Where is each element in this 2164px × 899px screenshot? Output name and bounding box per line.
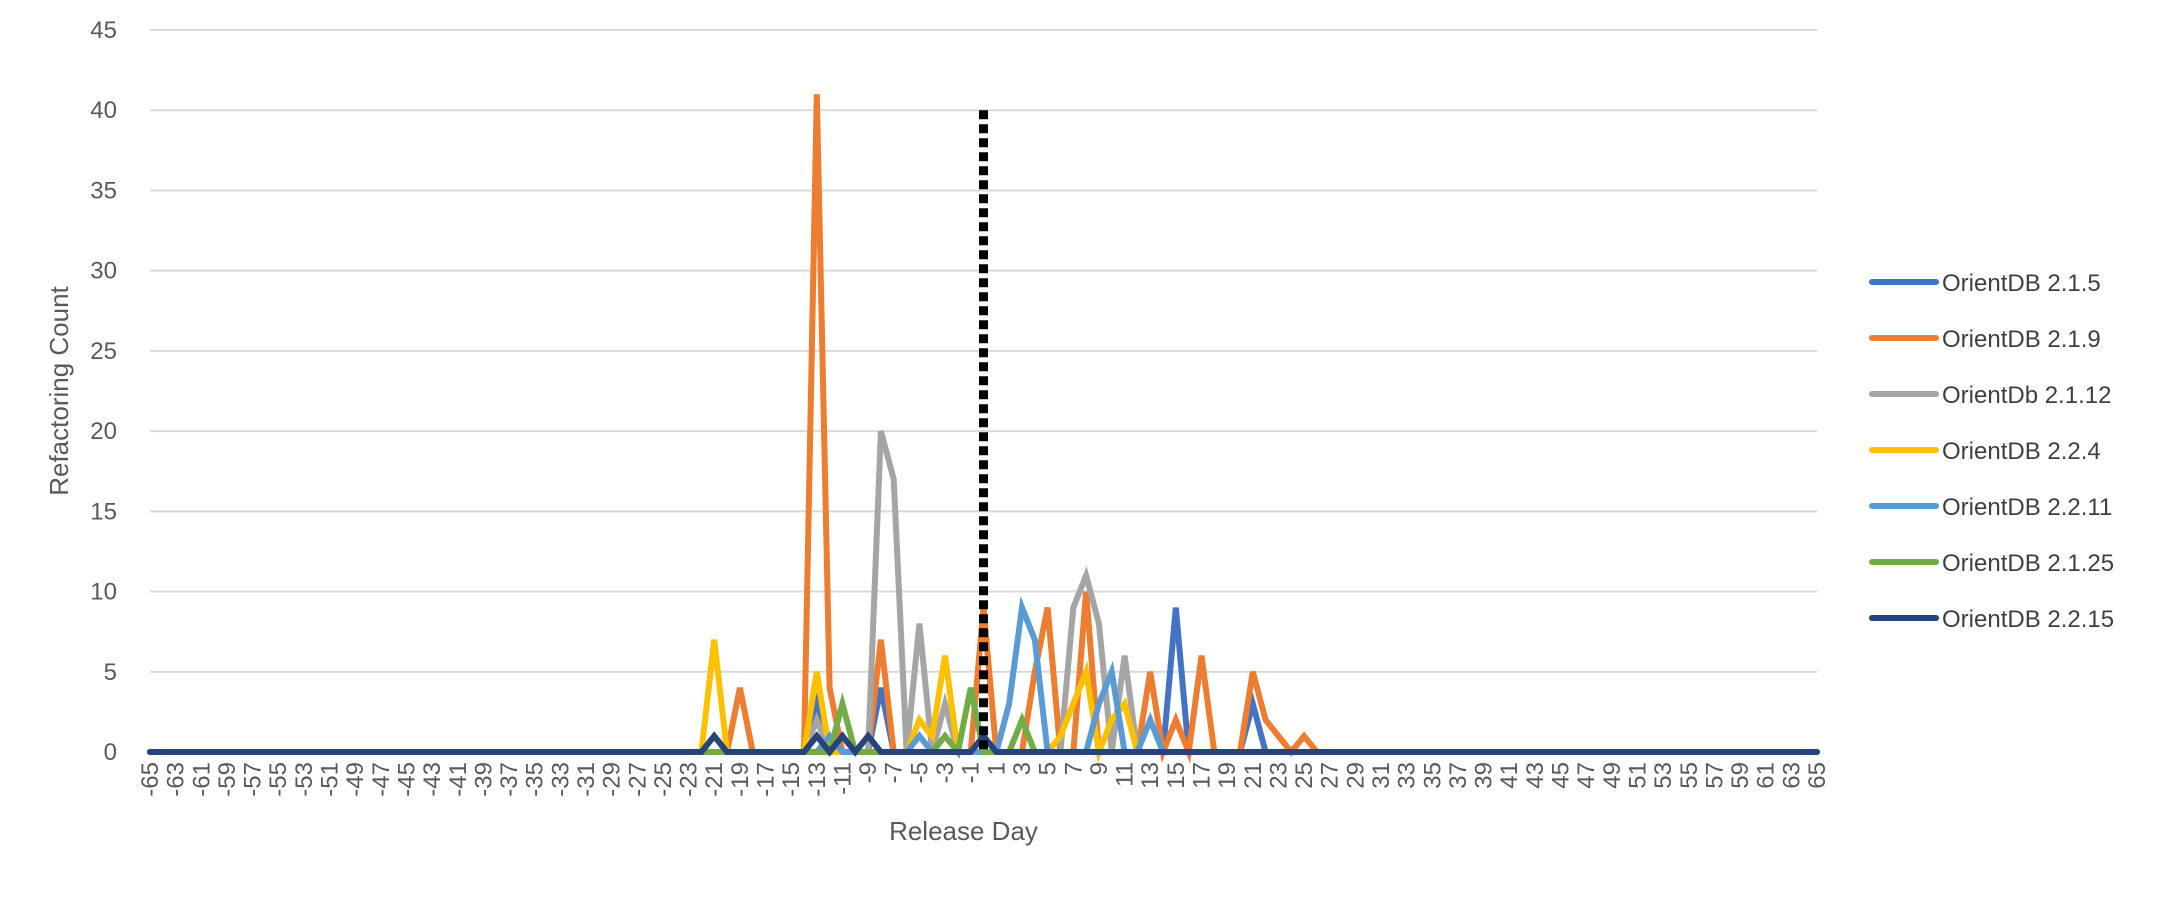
y-tick-label: 30 [90,258,117,285]
x-tick-label: -13 [804,762,831,797]
x-tick-label: 17 [1188,762,1215,789]
legend-item-orientdb-2-1-12: OrientDb 2.1.12 [1869,382,2111,409]
x-tick-label: -61 [188,762,215,797]
y-tick-label: 35 [90,177,117,204]
x-tick-label: -17 [753,762,780,797]
x-tick-label: 47 [1573,762,1600,789]
x-tick-label: -63 [163,762,190,797]
x-tick-label: -23 [676,762,703,797]
legend: OrientDB 2.1.5 OrientDB 2.1.9 OrientDb 2.1… [1869,270,2114,633]
x-tick-label: -11 [829,762,856,795]
legend-item-orientdb-2-1-25: OrientDB 2.1.25 [1869,550,2114,577]
y-tick-label: 15 [90,498,117,525]
x-axis-ticks: -65-63-61-59-57-55-53-51-49-47-45-43-41-… [137,762,1831,797]
x-axis-title: Release Day [889,816,1038,846]
x-tick-label: 9 [1086,762,1113,775]
x-tick-label: 51 [1624,762,1651,789]
x-tick-label: 43 [1522,762,1549,789]
legend-item-orientdb-2-1-5: OrientDB 2.1.5 [1869,270,2101,297]
legend-item-orientdb-2-1-9: OrientDB 2.1.9 [1869,326,2101,353]
y-tick-label: 0 [104,739,117,766]
x-tick-label: -1 [958,762,985,783]
x-tick-label: -5 [906,762,933,783]
x-tick-label: -31 [573,762,600,797]
x-tick-label: -27 [624,762,651,797]
legend-label: OrientDB 2.2.11 [1942,494,2112,521]
x-tick-label: -9 [855,762,882,783]
legend-label: OrientDB 2.1.25 [1942,550,2114,577]
y-tick-label: 40 [90,97,117,124]
legend-label: OrientDB 2.2.15 [1942,606,2114,633]
x-tick-label: 15 [1163,762,1190,789]
x-tick-label: -51 [317,762,344,797]
y-tick-label: 25 [90,338,117,365]
x-tick-label: 7 [1060,762,1087,775]
series-lines [147,94,1820,764]
legend-label: OrientDB 2.1.5 [1942,270,2101,297]
x-tick-label: 21 [1240,762,1267,789]
x-tick-label: -57 [240,762,267,797]
x-tick-label: -65 [137,762,164,797]
x-tick-label: -41 [445,762,472,797]
x-tick-label: 19 [1214,762,1241,789]
y-tick-label: 45 [90,17,117,44]
x-tick-label: -39 [470,762,497,797]
x-tick-label: 55 [1676,762,1703,789]
x-tick-label: -3 [932,762,959,783]
x-tick-label: -45 [393,762,420,797]
x-tick-label: 35 [1419,762,1446,789]
x-tick-label: 41 [1496,762,1523,789]
x-tick-label: 23 [1265,762,1292,789]
x-tick-label: -19 [727,762,754,797]
x-tick-label: -47 [368,762,395,797]
x-tick-label: 57 [1701,762,1728,789]
x-tick-label: 63 [1778,762,1805,789]
x-tick-label: 5 [1035,762,1062,775]
x-tick-label: 37 [1445,762,1472,789]
y-tick-label: 20 [90,418,117,445]
y-tick-label: 5 [104,659,117,686]
legend-item-orientdb-2-2-4: OrientDB 2.2.4 [1869,438,2101,465]
x-tick-label: 45 [1548,762,1575,789]
x-tick-label: -29 [599,762,626,797]
x-tick-label: -37 [496,762,523,797]
x-tick-label: 59 [1727,762,1754,789]
x-tick-label: -53 [291,762,318,797]
x-tick-label: 61 [1753,762,1780,789]
y-axis-ticks: 0 5 10 15 20 25 30 35 40 45 [90,17,117,766]
x-tick-label: -43 [419,762,446,797]
x-tick-label: 3 [1009,762,1036,775]
legend-item-orientdb-2-2-15: OrientDB 2.2.15 [1869,606,2114,633]
x-tick-label: -25 [650,762,677,797]
x-tick-label: 1 [983,762,1010,775]
x-tick-label: 39 [1471,762,1498,789]
legend-label: OrientDB 2.2.4 [1942,438,2101,465]
x-tick-label: 27 [1317,762,1344,789]
x-tick-label: 13 [1137,762,1164,789]
x-tick-label: -21 [701,762,728,797]
x-tick-label: 65 [1804,762,1831,789]
x-tick-label: -33 [547,762,574,797]
x-tick-label: 33 [1394,762,1421,789]
x-tick-label: 49 [1599,762,1626,789]
y-tick-label: 10 [90,579,117,606]
legend-label: OrientDB 2.1.9 [1942,326,2101,353]
x-tick-label: -15 [778,762,805,797]
legend-label: OrientDb 2.1.12 [1942,382,2111,409]
x-tick-label: 11 [1112,762,1139,787]
x-tick-label: 31 [1368,762,1395,789]
y-axis-title: Refactoring Count [44,285,74,495]
x-tick-label: -35 [522,762,549,797]
x-tick-label: 29 [1342,762,1369,789]
x-tick-label: -7 [881,762,908,783]
legend-item-orientdb-2-2-11: OrientDB 2.2.11 [1869,494,2112,521]
x-tick-label: 53 [1650,762,1677,789]
x-tick-label: -55 [265,762,292,797]
x-tick-label: -59 [214,762,241,797]
x-tick-label: -49 [342,762,369,797]
x-tick-label: 25 [1291,762,1318,789]
